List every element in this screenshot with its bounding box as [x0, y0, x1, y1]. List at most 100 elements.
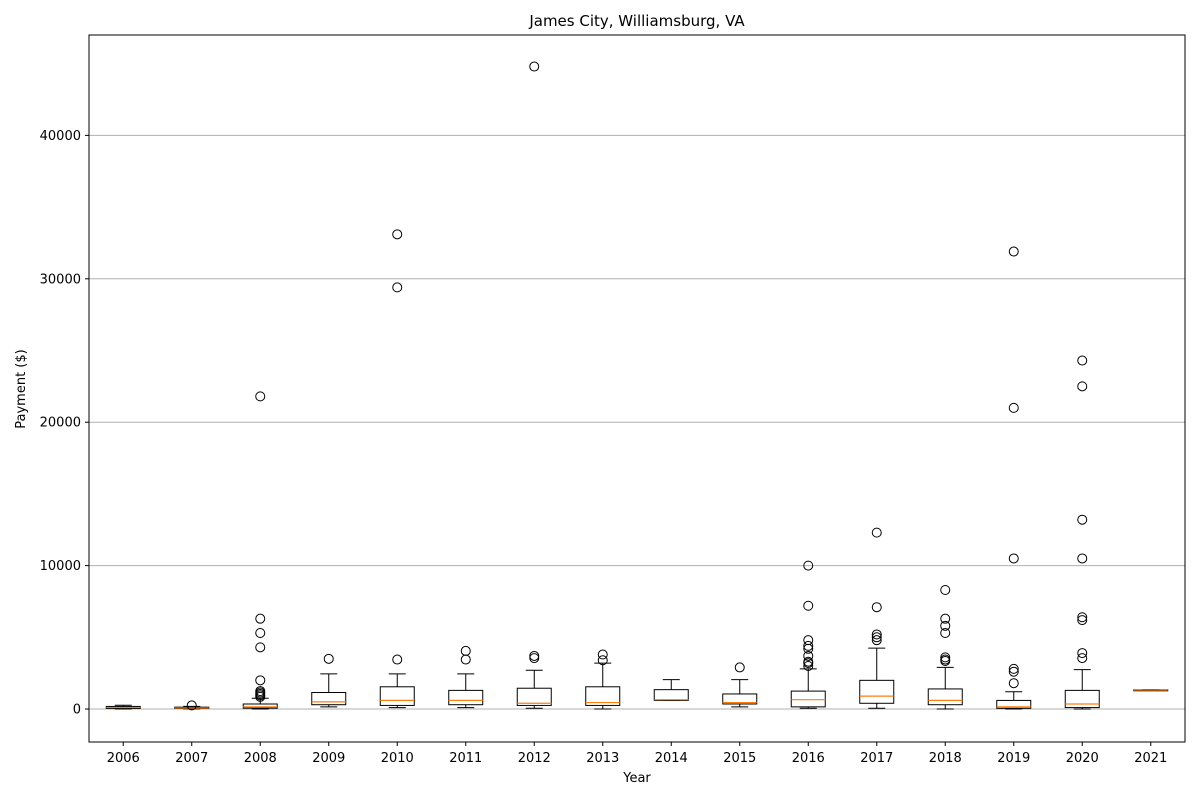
x-tick-label-2010: 2010 — [381, 751, 414, 766]
box-2013 — [585, 649, 621, 710]
outlier-2009-0 — [323, 653, 334, 664]
y-tick-label-20000: 20000 — [40, 416, 81, 431]
outlier-2016-7 — [803, 600, 814, 611]
outlier-2016-5 — [803, 640, 814, 651]
x-tick-label-2007: 2007 — [175, 751, 208, 766]
outlier-2016-0 — [803, 660, 814, 671]
iqr-box-2010 — [379, 686, 415, 706]
outlier-2017-1 — [871, 632, 882, 643]
chart-title: James City, Williamsburg, VA — [528, 12, 745, 30]
box-2010 — [379, 229, 415, 709]
x-tick-label-2020: 2020 — [1066, 751, 1099, 766]
x-tick-label-2019: 2019 — [997, 751, 1030, 766]
box-2008 — [242, 391, 278, 710]
boxes — [105, 61, 1169, 711]
iqr-box-2014 — [653, 689, 689, 701]
iqr-box-2017 — [859, 679, 895, 704]
outlier-2016-3 — [803, 650, 814, 661]
box-2011 — [448, 645, 484, 709]
y-gridlines — [89, 134, 1185, 710]
box-2019 — [996, 246, 1032, 710]
outlier-2010-1 — [392, 282, 403, 293]
outlier-2012-1 — [529, 650, 540, 661]
x-axis: 2006 2007 2008 2009 2010 2011 2012 2013 2014 2015… — [107, 742, 1167, 766]
iqr-box-2019 — [996, 699, 1032, 709]
x-tick-label-2011: 2011 — [449, 751, 482, 766]
iqr-box-2015 — [722, 693, 758, 705]
outlier-2020-7 — [1077, 355, 1088, 366]
outlier-2019-5 — [1008, 246, 1019, 257]
outlier-2018-2 — [940, 652, 951, 663]
outlier-2020-3 — [1077, 612, 1088, 623]
outlier-2019-1 — [1008, 666, 1019, 677]
box-2020 — [1064, 355, 1100, 710]
x-tick-label-2017: 2017 — [860, 751, 893, 766]
x-tick-label-2012: 2012 — [518, 751, 551, 766]
box-2009 — [311, 653, 347, 708]
box-2016 — [790, 560, 826, 709]
x-tick-label-2013: 2013 — [586, 751, 619, 766]
outlier-2019-4 — [1008, 402, 1019, 413]
box-2015 — [722, 662, 758, 708]
outlier-2012-2 — [529, 61, 540, 72]
outlier-2008-6 — [255, 642, 266, 653]
outlier-2018-6 — [940, 584, 951, 595]
x-tick-label-2014: 2014 — [655, 751, 688, 766]
x-tick-label-2016: 2016 — [792, 751, 825, 766]
y-tick-label-30000: 30000 — [40, 272, 81, 287]
plot-area-frame — [88, 34, 1186, 743]
iqr-box-2011 — [448, 689, 484, 706]
outlier-2018-5 — [940, 613, 951, 624]
outlier-2019-3 — [1008, 553, 1019, 564]
outlier-2007-0 — [186, 700, 197, 711]
outlier-2020-4 — [1077, 553, 1088, 564]
iqr-box-2020 — [1064, 689, 1100, 709]
outlier-2008-4 — [255, 686, 266, 697]
x-tick-label-2009: 2009 — [312, 751, 345, 766]
iqr-box-2016 — [790, 690, 826, 708]
outlier-2008-8 — [255, 613, 266, 624]
iqr-box-2013 — [585, 686, 621, 706]
outlier-2016-2 — [803, 656, 814, 667]
outlier-2012-0 — [529, 653, 540, 664]
outlier-2020-5 — [1077, 514, 1088, 525]
outlier-2019-0 — [1008, 678, 1019, 689]
box-2021 — [1133, 689, 1169, 692]
iqr-box-2008 — [242, 703, 278, 709]
outlier-2008-7 — [255, 628, 266, 639]
outlier-2013-1 — [597, 649, 608, 660]
y-tick-label-0: 0 — [73, 703, 81, 718]
x-axis-label: Year — [622, 771, 651, 786]
outlier-2020-1 — [1077, 648, 1088, 659]
outlier-2019-2 — [1008, 663, 1019, 674]
y-tick-label-40000: 40000 — [40, 129, 81, 144]
outlier-2016-8 — [803, 560, 814, 571]
iqr-box-2012 — [516, 687, 552, 706]
outlier-2017-4 — [871, 527, 882, 538]
outlier-2011-0 — [460, 654, 471, 665]
x-tick-label-2018: 2018 — [929, 751, 962, 766]
box-2017 — [859, 527, 895, 709]
x-tick-label-2015: 2015 — [723, 751, 756, 766]
outlier-2011-1 — [460, 645, 471, 656]
iqr-box-2018 — [927, 688, 963, 706]
outlier-2017-2 — [871, 629, 882, 640]
outlier-2020-0 — [1077, 653, 1088, 664]
outlier-2013-0 — [597, 655, 608, 666]
box-2018 — [927, 584, 963, 710]
outlier-2010-0 — [392, 654, 403, 665]
box-2014 — [653, 679, 689, 701]
outlier-2008-9 — [255, 391, 266, 402]
outlier-2016-6 — [803, 635, 814, 646]
outlier-2010-2 — [392, 229, 403, 240]
x-tick-label-2008: 2008 — [244, 751, 277, 766]
box-2012 — [516, 61, 552, 709]
outlier-2018-3 — [940, 628, 951, 639]
y-tick-label-10000: 10000 — [40, 559, 81, 574]
outlier-2020-2 — [1077, 615, 1088, 626]
x-tick-label-2006: 2006 — [107, 751, 140, 766]
y-axis-label: Payment ($) — [14, 349, 29, 428]
box-2006 — [105, 704, 141, 710]
outlier-2018-4 — [940, 620, 951, 631]
outlier-2015-0 — [734, 662, 745, 673]
